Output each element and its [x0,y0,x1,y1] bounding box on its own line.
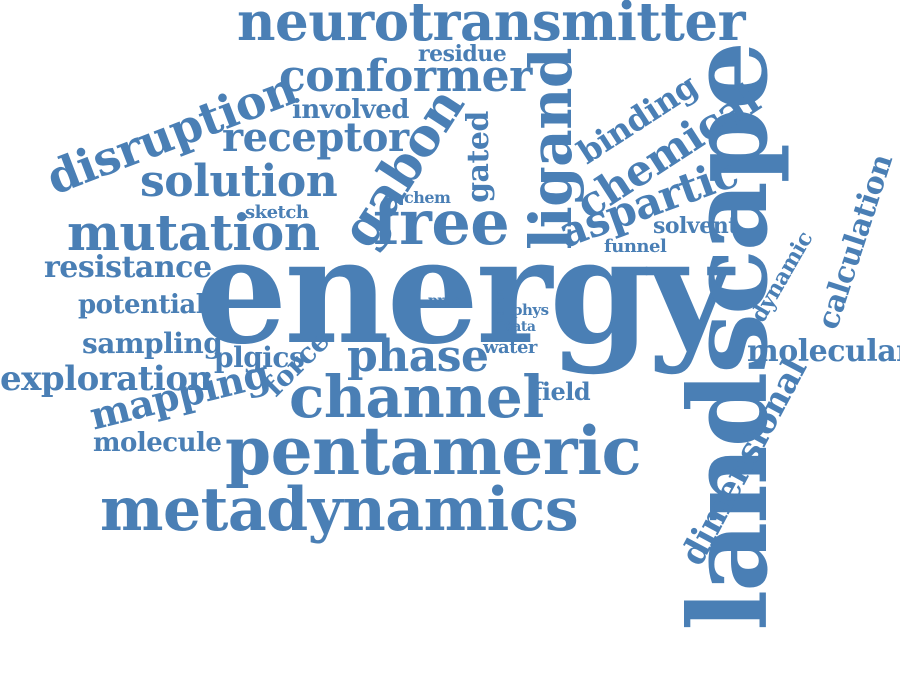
word-conformer: conformer [279,51,532,102]
word-involved: involved [292,95,409,125]
word-resistance: resistance [44,250,212,285]
word-phase: phase [347,331,489,382]
word-free: free [373,186,510,259]
word-molecular: molecular [747,334,900,369]
word-receptor: receptor [222,114,409,161]
word-data: data [503,319,536,335]
word-exploration: exploration [0,359,212,399]
word-residue: residue [418,41,507,67]
word-field: field [532,377,591,406]
word-sketch: sketch [245,202,309,223]
word-channel: channel [289,363,544,431]
word-molecule: molecule [93,428,222,458]
word-pentameric: pentameric [225,412,642,490]
word-neurotransmitter: neurotransmitter [237,0,746,53]
word-water: water [483,337,537,358]
word-solution: solution [140,156,338,207]
word-funnel: funnel [604,236,667,257]
word-plgics: plgics [214,341,305,374]
word-calculation: calculation [810,150,900,334]
word-metadynamics: metadynamics [100,475,579,545]
word-solvent: solvent [653,213,738,239]
word-form: form [492,290,508,323]
word-phys: phys [512,301,549,319]
word-proc: proc [428,293,462,309]
word-chem: chem [404,188,451,207]
word-mutation: mutation [67,203,320,262]
word-potential: potential [78,290,206,320]
word-energy: energy [195,207,732,377]
word-sampling: sampling [82,327,223,360]
